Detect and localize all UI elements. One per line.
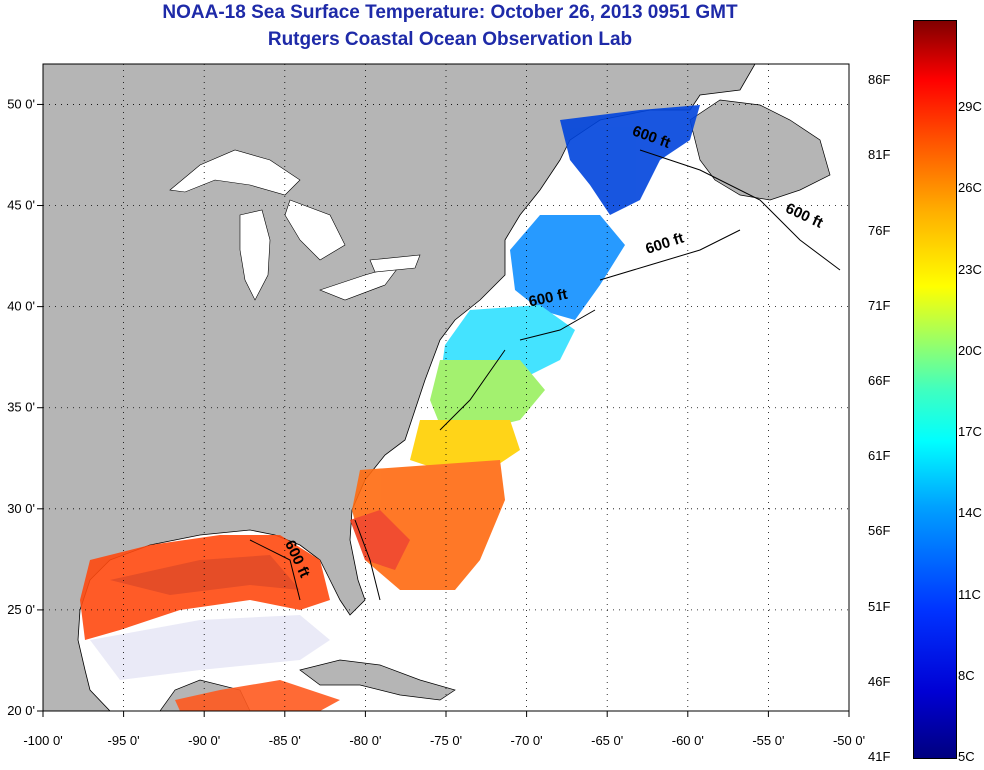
x-tick-label: -55 0'	[752, 733, 784, 748]
colorbar-f-label: 46F	[868, 673, 891, 689]
colorbar-f-label: 76F	[868, 222, 891, 238]
x-tick-label: -85 0'	[269, 733, 301, 748]
map-subtitle: Rutgers Coastal Ocean Observation Lab	[267, 29, 633, 50]
x-tick-label: -50 0'	[833, 733, 865, 748]
y-tick-label: 35 0'	[7, 400, 35, 415]
colorbar-f-label: 61F	[868, 448, 891, 464]
colorbar-c-label: 8C	[958, 667, 975, 683]
cuba	[299, 659, 456, 701]
lake-ontario	[369, 254, 421, 273]
x-tick-label: -100 0'	[23, 733, 62, 748]
colorbar-c-label: 5C	[958, 749, 975, 764]
colorbar-f-label: 41F	[868, 749, 891, 764]
y-tick-label: 40 0'	[7, 299, 35, 314]
colorbar-f-label: 81F	[868, 147, 891, 163]
x-tick-label: -90 0'	[188, 733, 220, 748]
x-tick-label: -70 0'	[511, 733, 543, 748]
map-title: NOAA-18 Sea Surface Temperature: October…	[162, 2, 738, 23]
x-tick-label: -75 0'	[430, 733, 462, 748]
y-tick-label: 25 0'	[7, 602, 35, 617]
colorbar-c-label: 14C	[958, 505, 982, 521]
x-tick-label: -95 0'	[108, 733, 140, 748]
sst-swath	[80, 105, 700, 711]
colorbar-f-label: 71F	[868, 297, 891, 313]
y-tick-label: 30 0'	[7, 501, 35, 516]
colorbar-c-label: 11C	[958, 586, 981, 602]
lake-superior	[169, 149, 301, 196]
colorbar-c-label: 26C	[958, 180, 982, 196]
temperature-colorbar	[913, 20, 957, 759]
x-tick-label: -65 0'	[591, 733, 623, 748]
lake-michigan	[239, 209, 271, 301]
contour-600ft	[249, 149, 841, 601]
y-tick-label: 45 0'	[7, 198, 35, 213]
lake-huron	[284, 199, 346, 261]
axes: -100 0' -95 0' -90 0' -85 0' -80 0' -75 0' -70…	[7, 96, 865, 748]
gridlines	[43, 64, 849, 711]
y-tick-label: 20 0'	[7, 703, 35, 718]
colorbar-c-label: 23C	[958, 261, 982, 277]
lake-erie	[319, 264, 401, 301]
x-tick-label: -60 0'	[672, 733, 704, 748]
colorbar-f-label: 66F	[868, 372, 891, 388]
x-tick-label: -80 0'	[349, 733, 381, 748]
colorbar-c-label: 17C	[958, 424, 982, 440]
colorbar-f-label: 51F	[868, 598, 891, 614]
colorbar-c-label: 29C	[958, 99, 982, 115]
colorbar-f-label: 56F	[868, 523, 891, 539]
y-tick-label: 50 0'	[7, 96, 35, 111]
colorbar-c-label: 20C	[958, 342, 982, 358]
colorbar-f-label: 86F	[868, 72, 891, 88]
